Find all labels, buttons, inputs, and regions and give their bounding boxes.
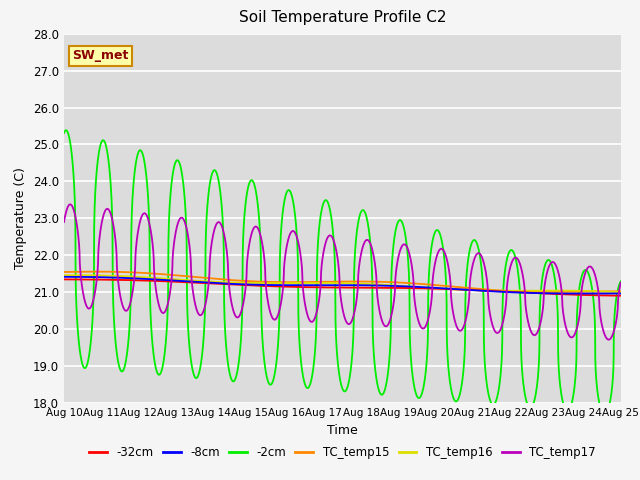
Legend: -32cm, -8cm, -2cm, TC_temp15, TC_temp16, TC_temp17: -32cm, -8cm, -2cm, TC_temp15, TC_temp16,… [84, 442, 600, 464]
Title: Soil Temperature Profile C2: Soil Temperature Profile C2 [239, 11, 446, 25]
Y-axis label: Temperature (C): Temperature (C) [15, 168, 28, 269]
Text: SW_met: SW_met [72, 49, 129, 62]
X-axis label: Time: Time [327, 424, 358, 437]
